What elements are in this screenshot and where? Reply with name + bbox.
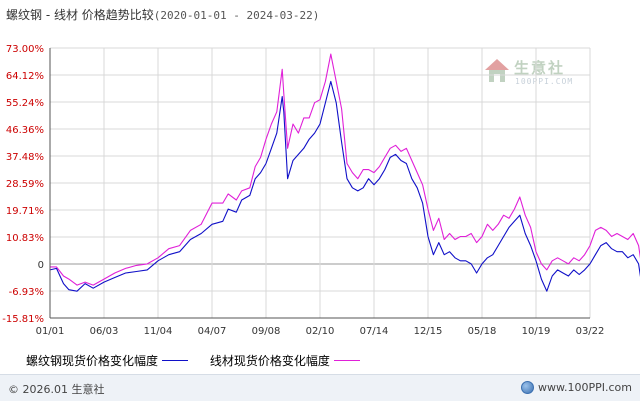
chart-legend: 螺纹钢现货价格变化幅度 线材现货价格变化幅度 [26,352,378,369]
chart-date-range: (2020-01-01 - 2024-03-22) [153,9,320,22]
y-tick-label: -6.93% [9,287,44,298]
series-lines [49,53,640,292]
house-icon [485,59,509,82]
legend-item-series-2: 线材现货价格变化幅度 [210,352,360,369]
y-tick-label: 46.36% [6,125,44,136]
globe-icon [521,381,535,394]
series-line-1 [49,80,640,292]
legend-swatch-series-1 [162,360,189,361]
legend-swatch-series-2 [333,360,360,361]
axes [49,48,590,319]
chart-title: 螺纹钢 - 线材 价格趋势比较(2020-01-01 - 2024-03-22) [6,6,319,23]
x-tick-label: 04/07 [198,326,227,337]
y-tick-labels: 73.00% 64.12% 55.24% 46.36% 37.48% 28.59% 19.7… [2,44,44,325]
x-tick-label: 03/22 [576,326,605,337]
chart-title-main: 螺纹钢 - 线材 价格趋势比较 [6,8,154,22]
legend-label-series-2: 线材现货价格变化幅度 [209,354,330,368]
x-tick-label: 06/03 [90,326,119,337]
x-tick-label: 02/10 [306,326,335,337]
legend-label-series-1: 螺纹钢现货价格变化幅度 [26,354,159,368]
x-tick-label: 11/04 [144,326,173,337]
line-chart: 73.00% 64.12% 55.24% 46.36% 37.48% 28.59% 19.7… [2,44,640,337]
grid-lines [49,47,591,319]
y-tick-label: -15.81% [2,314,44,325]
site-url[interactable]: www.100PPI.com [538,381,632,394]
y-tick-label: 37.48% [6,152,44,163]
series-line-2 [50,53,640,286]
x-tick-label: 12/15 [414,326,443,337]
watermark-logo: 生意社 100PPI.COM [482,55,578,91]
legend-item-series-1: 螺纹钢现货价格变化幅度 [26,352,189,369]
x-tick-label: 07/14 [360,326,389,337]
site-link[interactable]: www.100PPI.com [521,381,632,394]
y-tick-label: 10.83% [6,233,44,244]
copyright-text: © 2026.01 生意社 [8,383,105,396]
x-tick-labels: 01/01 06/03 11/04 04/07 09/08 02/10 07/14 12/15… [36,326,605,337]
x-tick-label: 09/08 [252,326,281,337]
watermark-text: 生意社 [514,59,566,77]
y-tick-label: 0 [38,260,44,271]
y-tick-label: 55.24% [6,98,44,109]
x-tick-label: 01/01 [36,326,65,337]
footer-bar: © 2026.01 生意社 www.100PPI.com [0,374,640,401]
x-tick-label: 10/19 [522,326,551,337]
y-tick-label: 28.59% [6,179,44,190]
y-tick-label: 64.12% [6,71,44,82]
y-tick-label: 19.71% [6,206,44,217]
watermark-subtext: 100PPI.COM [515,77,574,86]
x-tick-label: 05/18 [468,326,497,337]
y-tick-label: 73.00% [6,44,44,55]
